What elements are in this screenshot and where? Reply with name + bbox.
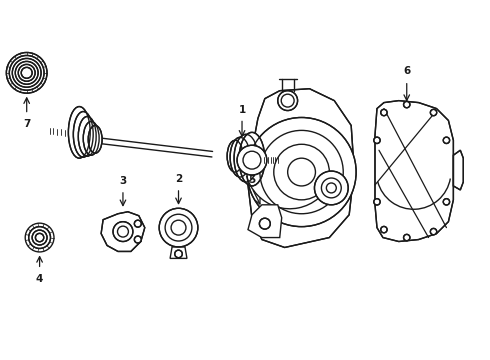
Circle shape [443,137,450,144]
Circle shape [9,55,44,90]
Ellipse shape [88,125,102,153]
Text: 5: 5 [248,175,256,185]
Circle shape [134,220,141,227]
Polygon shape [375,100,453,242]
Polygon shape [101,212,145,251]
Circle shape [247,117,356,227]
Ellipse shape [230,137,250,177]
Text: 4: 4 [36,274,43,284]
Ellipse shape [234,134,258,182]
Ellipse shape [239,132,265,186]
Polygon shape [248,89,354,247]
Ellipse shape [227,140,243,172]
Polygon shape [453,150,464,190]
Circle shape [259,218,270,229]
Circle shape [237,145,267,175]
Circle shape [430,109,437,116]
Text: 1: 1 [239,104,245,114]
Circle shape [134,236,141,243]
Circle shape [381,226,387,233]
Text: 2: 2 [175,174,182,184]
Ellipse shape [78,117,96,156]
Circle shape [25,223,54,252]
Circle shape [113,222,133,242]
Circle shape [18,64,35,81]
Text: 7: 7 [23,120,30,130]
Circle shape [12,58,41,87]
Circle shape [21,67,32,78]
Circle shape [381,109,387,116]
Circle shape [404,102,410,108]
Circle shape [430,229,437,235]
Circle shape [443,199,450,205]
Circle shape [374,137,380,144]
Circle shape [175,250,182,258]
Circle shape [6,53,47,93]
Circle shape [315,171,348,205]
Circle shape [159,208,198,247]
Ellipse shape [69,107,90,158]
Polygon shape [170,247,187,258]
Polygon shape [248,205,282,238]
Text: 3: 3 [120,176,126,186]
Circle shape [15,62,38,84]
Ellipse shape [83,121,99,155]
Text: 6: 6 [403,66,410,76]
Circle shape [404,234,410,241]
Circle shape [374,199,380,205]
Circle shape [278,91,297,111]
Ellipse shape [74,112,93,157]
